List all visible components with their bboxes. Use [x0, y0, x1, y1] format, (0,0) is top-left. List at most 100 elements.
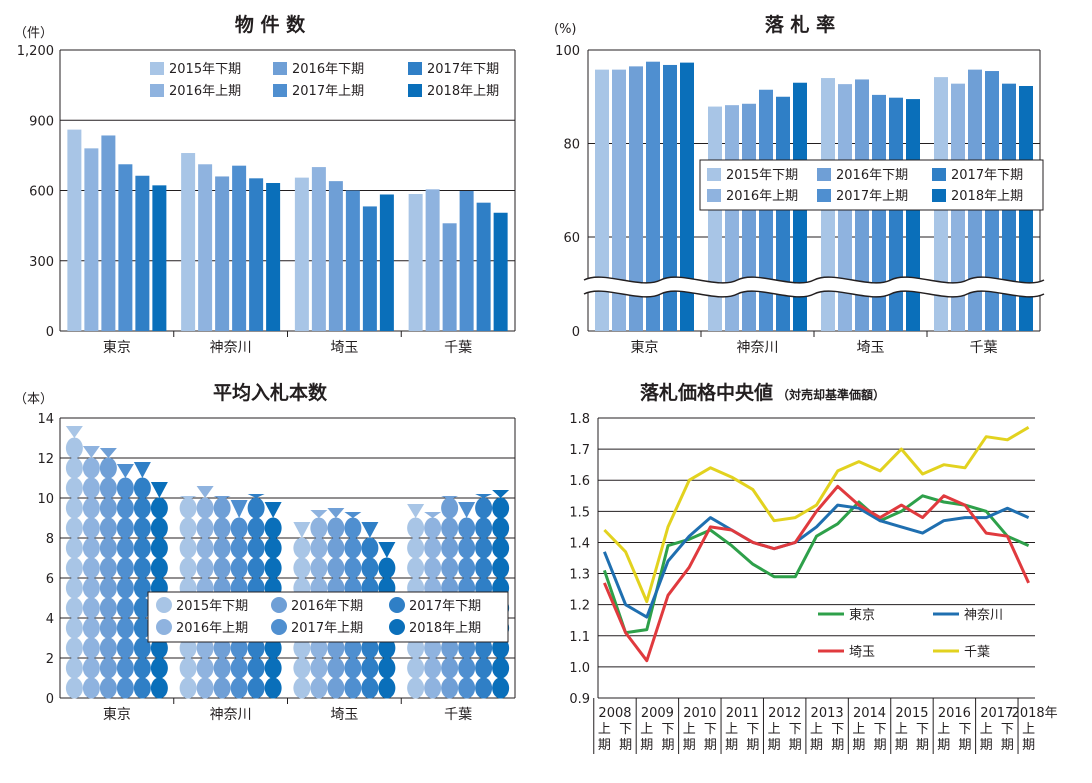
count-circle [247, 557, 265, 579]
count-circle [196, 537, 214, 559]
count-circle [441, 497, 459, 519]
y-tick-label: 10 [37, 492, 54, 507]
count-circle [458, 637, 476, 659]
count-circle [247, 677, 265, 699]
count-circle [264, 517, 282, 539]
y-tick-label: 1.2 [569, 599, 590, 614]
bar [629, 66, 643, 332]
x-category-label: 東京 [103, 340, 131, 356]
bar [198, 164, 213, 331]
x-half-label: 下 [831, 722, 844, 737]
count-circle [424, 677, 442, 699]
legend-label: 2018年上期 [951, 189, 1023, 204]
y-tick-label: 1.3 [569, 568, 590, 583]
count-circle [82, 537, 100, 559]
y-tick-label: 1.6 [569, 474, 590, 489]
x-period-label: 期 [725, 738, 738, 753]
count-partial [458, 502, 476, 518]
chart2-unit: (%) [554, 22, 577, 37]
x-half-label: 上 [640, 722, 653, 737]
count-partial [407, 504, 425, 518]
series-line [603, 484, 1030, 663]
count-circle [230, 677, 248, 699]
count-circle [99, 557, 117, 579]
y-tick-label: 0.9 [569, 692, 590, 707]
count-circle [65, 437, 83, 459]
count-circle [82, 637, 100, 659]
bar [459, 190, 474, 331]
count-circle [82, 517, 100, 539]
legend-swatch [932, 189, 946, 202]
count-partial [247, 494, 265, 498]
count-circle [475, 637, 493, 659]
legend-label: 2016年上期 [176, 621, 248, 636]
count-circle [99, 577, 117, 599]
count-circle [441, 557, 459, 579]
count-circle [99, 617, 117, 639]
bar [425, 189, 440, 331]
legend-swatch [156, 597, 172, 613]
count-partial [310, 510, 328, 518]
count-circle [99, 457, 117, 479]
x-year-label: 2017 [980, 706, 1013, 721]
legend-label: 2018年上期 [427, 84, 499, 99]
count-circle [179, 537, 197, 559]
bar [152, 185, 167, 331]
legend-swatch [150, 62, 164, 75]
count-circle [310, 517, 328, 539]
count-partial [82, 446, 100, 458]
count-circle [116, 497, 134, 519]
count-circle [65, 577, 83, 599]
x-half-label: 下 [746, 722, 759, 737]
bar [135, 175, 150, 331]
legend-swatch [150, 84, 164, 97]
count-partial [441, 496, 459, 500]
legend-box [147, 591, 509, 643]
count-circle [99, 637, 117, 659]
count-circle [458, 657, 476, 679]
bar [742, 103, 756, 331]
count-circle [116, 637, 134, 659]
bar [872, 94, 886, 331]
bar [906, 99, 920, 332]
legend-label: 2015年下期 [726, 168, 798, 183]
count-circle [264, 657, 282, 679]
legend-box [699, 159, 1044, 211]
count-partial [196, 486, 214, 498]
count-partial [424, 512, 442, 518]
chart3-unit: （本） [14, 392, 54, 407]
legend-label: 2016年上期 [726, 189, 798, 204]
count-circle [213, 517, 231, 539]
legend-swatch [156, 619, 172, 635]
legend-swatch [271, 597, 287, 613]
count-circle [247, 657, 265, 679]
count-circle [247, 497, 265, 519]
count-circle [361, 537, 379, 559]
legend-swatch [273, 84, 287, 97]
count-partial [264, 502, 282, 518]
x-period-label: 期 [937, 738, 950, 753]
count-circle [213, 657, 231, 679]
count-circle [116, 537, 134, 559]
y-tick-label: 14 [37, 412, 54, 427]
count-circle [407, 517, 425, 539]
x-half-label: 下 [661, 722, 674, 737]
bar [345, 190, 360, 331]
bar [595, 69, 609, 331]
count-circle [344, 517, 362, 539]
count-circle [424, 517, 442, 539]
y-tick-label: 1.0 [569, 661, 590, 676]
legend-label: 2016年下期 [292, 62, 364, 77]
chart3-title: 平均入札本数 [212, 382, 327, 404]
legend-label: 2017年上期 [292, 84, 364, 99]
count-circle [65, 657, 83, 679]
count-circle [327, 557, 345, 579]
count-partial [213, 496, 231, 500]
count-circle [378, 657, 396, 679]
y-tick-label: 8 [46, 532, 54, 547]
count-circle [133, 637, 151, 659]
count-partial [327, 508, 345, 518]
bar [776, 96, 790, 331]
count-circle [179, 497, 197, 519]
